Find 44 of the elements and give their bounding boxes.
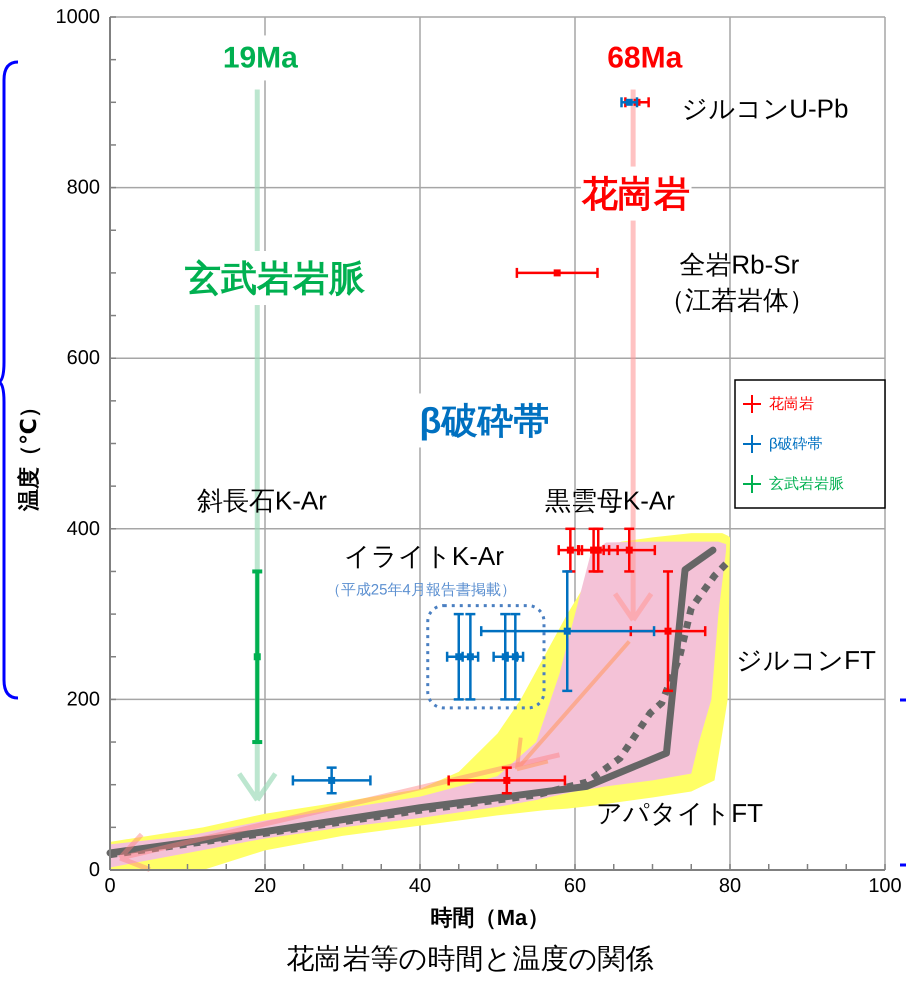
point xyxy=(594,546,602,554)
point xyxy=(664,628,672,635)
annotation: 玄武岩岩脈 xyxy=(185,258,366,299)
point xyxy=(626,546,633,554)
annotation: （江若岩体） xyxy=(658,285,815,316)
point xyxy=(254,653,261,660)
y-axis-title: 温度（℃） xyxy=(16,396,41,512)
annotation: 花崗岩 xyxy=(581,173,690,214)
x-tick-label: 40 xyxy=(408,875,432,897)
point xyxy=(328,776,336,784)
x-axis-title: 時間（Ma） xyxy=(430,905,550,930)
annotation: 全岩Rb-Sr xyxy=(679,249,800,280)
annotation: 斜長石K-Ar xyxy=(196,486,328,516)
y-tick-label: 400 xyxy=(66,518,100,540)
legend-label: 花崗岩 xyxy=(769,396,814,412)
annotation: ジルコンU-Pb xyxy=(681,93,848,124)
annotation: 68Ma xyxy=(607,41,683,74)
y-tick-label: 600 xyxy=(66,347,100,370)
annotation: ジルコンFT xyxy=(736,645,876,676)
y-tick-label: 200 xyxy=(66,688,100,710)
x-tick-label: 60 xyxy=(564,875,586,897)
legend-label: 玄武岩岩脈 xyxy=(769,476,844,492)
point xyxy=(503,776,510,784)
point xyxy=(512,653,519,660)
x-tick-label: 80 xyxy=(718,875,742,897)
x-tick-label: 100 xyxy=(868,875,902,897)
annotation: アパタイトFT xyxy=(596,798,764,828)
text: 花崗岩等の時間と温度の関係 xyxy=(286,943,654,974)
legend-label: β破砕帯 xyxy=(769,436,823,452)
point xyxy=(554,269,561,276)
annotation: イライトK-Ar xyxy=(344,541,504,572)
point xyxy=(626,98,633,106)
y-tick-label: 0 xyxy=(88,859,100,881)
y-tick-label: 1000 xyxy=(56,6,100,28)
point xyxy=(466,653,474,660)
annotation: 19Ma xyxy=(222,41,298,74)
annotation: 黒雲母K-Ar xyxy=(544,486,676,516)
point xyxy=(566,546,574,554)
annotation: （平成25年4月報告書掲載） xyxy=(326,582,516,599)
point xyxy=(564,628,571,635)
x-tick-label: 20 xyxy=(254,875,276,897)
x-tick-label: 0 xyxy=(104,875,116,897)
y-tick-label: 800 xyxy=(66,176,100,199)
annotation: β破砕帯 xyxy=(419,400,550,441)
